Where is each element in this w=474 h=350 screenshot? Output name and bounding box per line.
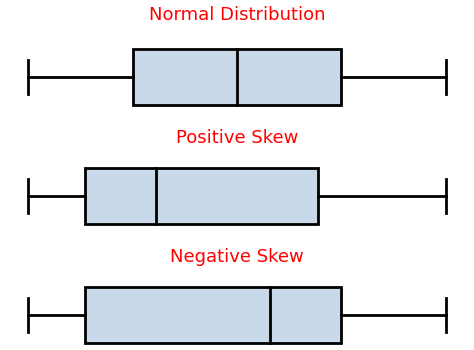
Bar	[85, 168, 318, 224]
Text: Normal Distribution: Normal Distribution	[149, 7, 325, 24]
Text: Positive Skew: Positive Skew	[176, 129, 298, 147]
Bar	[85, 287, 341, 343]
Text: Negative Skew: Negative Skew	[170, 248, 304, 266]
Bar	[133, 49, 341, 105]
